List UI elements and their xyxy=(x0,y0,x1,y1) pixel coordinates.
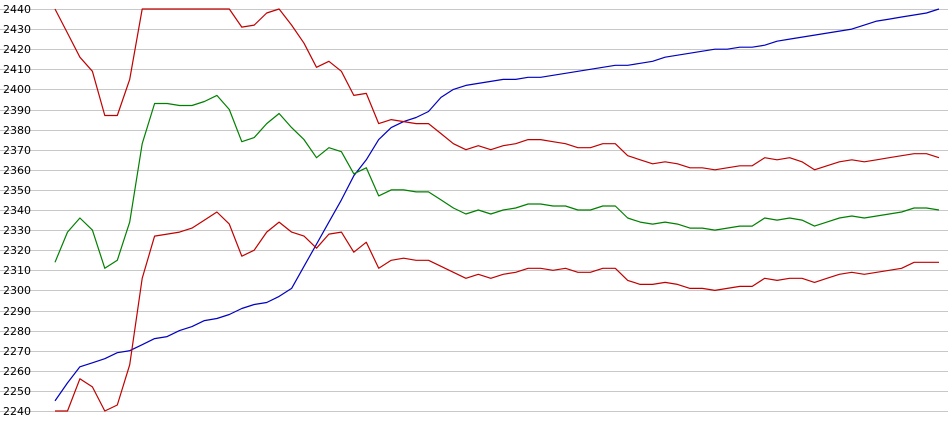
y-axis-tick-labels: 2240 2250 2260 2270 2280 2290 2300 2310 2320 2330… xyxy=(3,3,31,418)
y-tick-label: 2370 xyxy=(3,144,31,157)
y-tick-label: 2430 xyxy=(3,23,31,36)
y-tick-label: 2410 xyxy=(3,63,31,76)
y-tick-label: 2310 xyxy=(3,264,31,277)
y-tick-label: 2290 xyxy=(3,305,31,318)
y-tick-label: 2340 xyxy=(3,204,31,217)
y-tick-label: 2330 xyxy=(3,224,31,237)
y-tick-label: 2420 xyxy=(3,43,31,56)
y-tick-label: 2320 xyxy=(3,244,31,257)
y-tick-label: 2360 xyxy=(3,164,31,177)
y-tick-label: 2380 xyxy=(3,124,31,137)
series-line-2 xyxy=(54,8,940,171)
series-line-1 xyxy=(54,8,940,402)
y-tick-label: 2260 xyxy=(3,365,31,378)
y-tick-label: 2250 xyxy=(3,385,31,398)
y-tick-label: 2270 xyxy=(3,345,31,358)
gridlines xyxy=(0,9,948,412)
series-line-3 xyxy=(54,94,940,269)
y-tick-label: 2390 xyxy=(3,104,31,117)
series-lines xyxy=(54,8,940,412)
y-tick-label: 2440 xyxy=(3,3,31,16)
y-tick-label: 2240 xyxy=(3,405,31,418)
series-line-4 xyxy=(55,211,939,412)
y-tick-label: 2300 xyxy=(3,284,31,297)
y-tick-label: 2350 xyxy=(3,184,31,197)
y-tick-label: 2400 xyxy=(3,83,31,96)
y-tick-label: 2280 xyxy=(3,325,31,338)
